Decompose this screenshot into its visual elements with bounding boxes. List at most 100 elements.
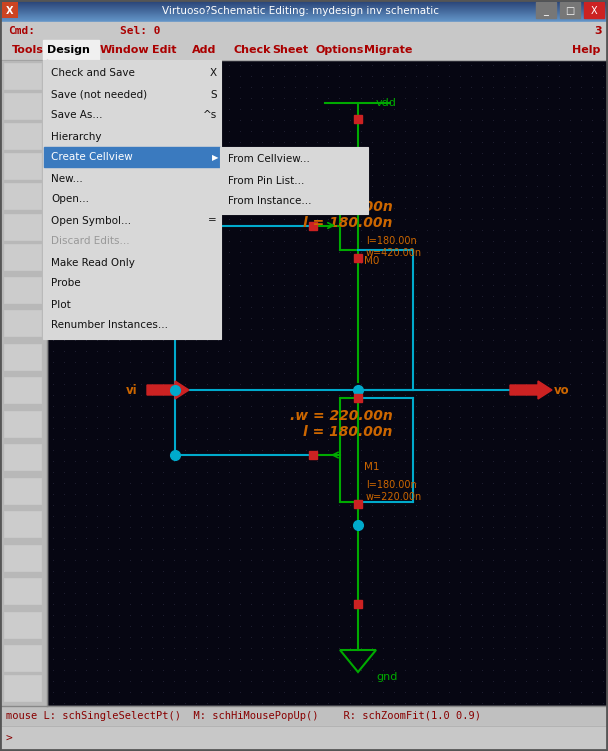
Bar xyxy=(0,6,608,7)
Bar xyxy=(4,612,41,638)
Text: X: X xyxy=(591,6,597,16)
Bar xyxy=(4,123,41,149)
Text: From Cellview...: From Cellview... xyxy=(228,155,310,164)
Text: vi: vi xyxy=(125,384,137,397)
Bar xyxy=(0,3,608,4)
Text: Virtuoso?Schematic Editing: mydesign inv schematic: Virtuoso?Schematic Editing: mydesign inv… xyxy=(162,6,438,16)
Text: >: > xyxy=(6,734,13,743)
Bar xyxy=(0,15,608,16)
Text: Check: Check xyxy=(234,45,272,55)
Text: Save As...: Save As... xyxy=(51,110,103,120)
Bar xyxy=(354,254,362,262)
Text: gnd: gnd xyxy=(376,672,398,682)
Text: New...: New... xyxy=(51,173,83,183)
Bar xyxy=(354,600,362,608)
Text: l = 180.00n: l = 180.00n xyxy=(303,425,392,439)
Bar xyxy=(4,545,41,571)
Bar xyxy=(0,13,608,14)
Bar xyxy=(584,2,604,18)
Bar xyxy=(0,20,608,21)
Text: Edit: Edit xyxy=(152,45,176,55)
Bar xyxy=(44,147,220,167)
Text: Make Read Only: Make Read Only xyxy=(51,258,135,267)
Bar xyxy=(0,60,47,706)
Text: M0: M0 xyxy=(364,256,379,266)
Bar xyxy=(0,7,608,8)
Text: Options: Options xyxy=(316,45,364,55)
Bar xyxy=(47,60,608,706)
Text: Sel: 0: Sel: 0 xyxy=(120,26,161,36)
Text: Save (not needed): Save (not needed) xyxy=(51,89,147,99)
Bar xyxy=(354,189,362,197)
Bar xyxy=(0,17,608,18)
Bar xyxy=(4,344,41,370)
Text: Open Symbol...: Open Symbol... xyxy=(51,216,131,225)
Text: Open...: Open... xyxy=(51,195,89,204)
Bar xyxy=(4,277,41,303)
Text: .w = 220.00n: .w = 220.00n xyxy=(290,409,393,423)
Text: Discard Edits...: Discard Edits... xyxy=(51,237,130,246)
Bar xyxy=(536,2,556,18)
Bar xyxy=(43,60,221,339)
Text: X: X xyxy=(6,6,14,16)
Text: From Instance...: From Instance... xyxy=(228,197,311,207)
Text: Migrate: Migrate xyxy=(364,45,412,55)
Bar xyxy=(309,451,317,459)
Bar xyxy=(4,153,41,179)
Bar xyxy=(0,19,608,20)
Bar xyxy=(4,183,41,209)
Text: vo: vo xyxy=(554,384,570,397)
Bar xyxy=(0,18,608,19)
Bar xyxy=(4,244,41,270)
Bar xyxy=(0,1,608,2)
Text: Help: Help xyxy=(572,45,600,55)
Bar xyxy=(0,0,608,1)
FancyArrow shape xyxy=(147,381,189,399)
Bar xyxy=(4,444,41,470)
Text: Plot: Plot xyxy=(51,300,71,309)
Text: ▶: ▶ xyxy=(212,153,218,162)
Text: S: S xyxy=(210,89,217,99)
Bar xyxy=(0,2,608,3)
Bar xyxy=(4,511,41,537)
Bar xyxy=(354,500,362,508)
Bar xyxy=(4,214,41,240)
Bar xyxy=(0,4,608,5)
Text: 3: 3 xyxy=(595,26,602,36)
Text: Renumber Instances...: Renumber Instances... xyxy=(51,321,168,330)
Bar xyxy=(354,115,362,123)
Bar xyxy=(0,21,608,22)
Bar xyxy=(0,12,608,13)
Bar xyxy=(43,40,99,60)
Bar xyxy=(560,2,580,18)
Bar xyxy=(4,310,41,336)
Bar xyxy=(0,726,608,751)
Bar xyxy=(0,5,608,6)
Text: vdd: vdd xyxy=(376,98,397,108)
Text: Check and Save: Check and Save xyxy=(51,68,135,79)
Bar xyxy=(4,578,41,604)
Text: Window: Window xyxy=(100,45,150,55)
Bar xyxy=(0,10,608,11)
Text: From Pin List...: From Pin List... xyxy=(228,176,305,185)
Bar xyxy=(4,478,41,504)
Text: □: □ xyxy=(565,6,575,16)
Text: X: X xyxy=(210,68,217,79)
Bar xyxy=(354,394,362,402)
Bar xyxy=(2,2,18,18)
Text: w=220.00n: w=220.00n xyxy=(366,492,422,502)
Text: l=180.00n: l=180.00n xyxy=(366,480,416,490)
Text: l=180.00n: l=180.00n xyxy=(366,236,416,246)
Text: Probe: Probe xyxy=(51,279,81,288)
Text: Hierarchy: Hierarchy xyxy=(51,131,102,141)
Bar xyxy=(4,675,41,701)
Text: Design: Design xyxy=(47,45,90,55)
Text: l = 180.00n: l = 180.00n xyxy=(303,216,392,230)
Bar xyxy=(0,16,608,17)
Text: Cmd:: Cmd: xyxy=(8,26,35,36)
Bar xyxy=(0,22,608,40)
Bar xyxy=(220,147,368,214)
Text: w=420.00n: w=420.00n xyxy=(366,248,422,258)
FancyArrow shape xyxy=(510,381,552,399)
Text: mouse L: schSingleSelectPt()  M: schHiMousePopUp()    R: schZoomFit(1.0 0.9): mouse L: schSingleSelectPt() M: schHiMou… xyxy=(6,711,481,721)
